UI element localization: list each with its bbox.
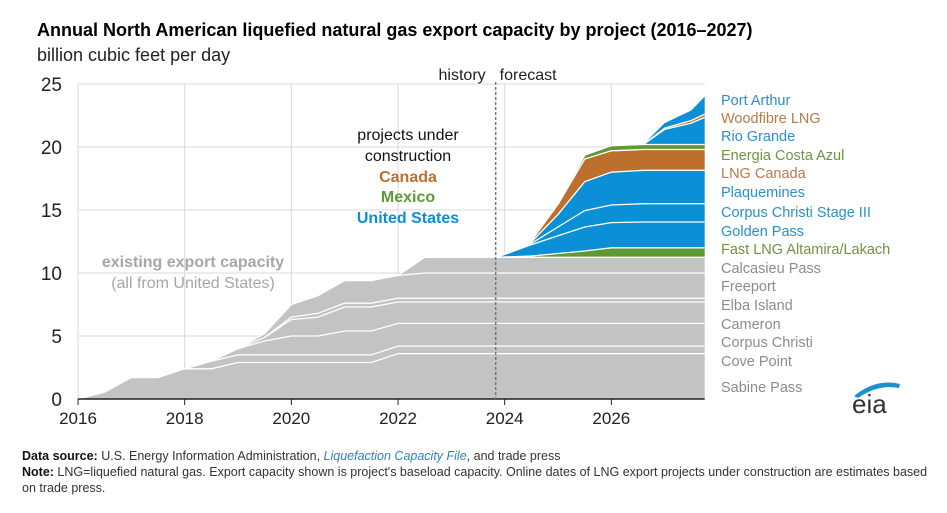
legend-label-golden-pass: Golden Pass xyxy=(721,224,804,240)
legend-label-port-arthur: Port Arthur xyxy=(721,93,790,109)
legend-label-plaquemines: Plaquemines xyxy=(721,185,805,201)
y-tick-label: 20 xyxy=(41,138,62,159)
series-separators xyxy=(77,113,705,400)
x-tick-label: 2024 xyxy=(486,409,524,428)
history-label: history xyxy=(439,67,486,84)
chart-notes: Data source: U.S. Energy Information Adm… xyxy=(22,448,937,496)
data-source-label: Data source: xyxy=(22,449,98,463)
axes: 2016 2018 2020 2022 2024 2026 0 5 10 15 20 25 xyxy=(41,75,705,428)
area-corpus-christi xyxy=(78,323,705,399)
legend-label-energia-costa-azul: Energia Costa Azul xyxy=(721,148,844,164)
existing-capacity-label: existing export capacity xyxy=(102,254,284,271)
data-source-text: U.S. Energy Information Administration, xyxy=(97,449,324,463)
legend-label-fast-lng-altamira-lakach: Fast LNG Altamira/Lakach xyxy=(721,242,890,258)
eia-logo-icon: eia xyxy=(852,382,900,416)
chart-subtitle: billion cubic feet per day xyxy=(37,45,231,65)
separator-woodfibre-lng xyxy=(642,113,705,146)
separator-freeport xyxy=(237,272,705,350)
separator-sabine-pass xyxy=(77,352,705,400)
separator-cove-point xyxy=(184,345,705,370)
legend-label-corpus-christi-stage-iii: Corpus Christi Stage III xyxy=(721,205,871,221)
area-freeport xyxy=(78,273,705,399)
area-golden-pass xyxy=(78,222,705,399)
x-tick-label: 2016 xyxy=(59,409,97,428)
separator-elba-island xyxy=(264,297,705,338)
legend-label-calcasieu-pass: Calcasieu Pass xyxy=(721,261,821,277)
y-tick-label: 5 xyxy=(51,327,62,348)
area-plaquemines xyxy=(78,170,705,399)
x-tick-label: 2026 xyxy=(592,409,630,428)
legend: Port Arthur Woodfibre LNG Rio Grande Energi… xyxy=(721,93,890,396)
separator-corpus-christi xyxy=(211,322,705,362)
construction-label-2: construction xyxy=(365,148,451,165)
separator-golden-pass xyxy=(496,221,705,258)
liquefaction-capacity-file-link[interactable]: Liquefaction Capacity File xyxy=(323,449,467,463)
data-source-tail: , and trade press xyxy=(466,449,561,463)
separator-fast-lng-altamira-lakach xyxy=(496,247,705,258)
legend-label-corpus-christi: Corpus Christi xyxy=(721,335,813,351)
chart-area: 2016 2018 2020 2022 2024 2026 0 5 10 15 20 25 histo… xyxy=(41,67,890,428)
x-tick-label: 2018 xyxy=(166,409,204,428)
legend-label-woodfibre-lng: Woodfibre LNG xyxy=(721,111,821,127)
construction-label-1: projects under xyxy=(357,127,459,144)
annotations: history forecast existing export capacity (… xyxy=(102,67,557,292)
area-cove-point xyxy=(78,346,705,399)
forecast-label: forecast xyxy=(500,67,557,84)
area-calcasieu-pass xyxy=(78,257,705,399)
legend-label-rio-grande: Rio Grande xyxy=(721,129,795,145)
note-label: Note: xyxy=(22,465,54,479)
legend-label-cove-point: Cove Point xyxy=(721,354,792,370)
mexico-label: Mexico xyxy=(381,189,435,206)
eia-logo-text: eia xyxy=(852,389,887,416)
data-source-line: Data source: U.S. Energy Information Adm… xyxy=(22,448,937,464)
y-tick-label: 0 xyxy=(51,390,62,411)
x-tick-label: 2020 xyxy=(272,409,310,428)
area-sabine-pass xyxy=(78,353,705,399)
united-states-label: United States xyxy=(357,210,459,227)
stacked-areas xyxy=(78,96,705,400)
separator-plaquemines xyxy=(496,169,705,258)
existing-capacity-sublabel: (all from United States) xyxy=(111,275,275,292)
chart-title: Annual North American liquefied natural … xyxy=(37,20,753,40)
legend-label-sabine-pass: Sabine Pass xyxy=(721,380,802,396)
separator-cameron xyxy=(237,301,705,350)
legend-label-cameron: Cameron xyxy=(721,317,781,333)
y-tick-label: 10 xyxy=(41,264,62,285)
separator-corpus-christi-stage-iii xyxy=(496,203,705,258)
area-cameron xyxy=(78,302,705,399)
y-tick-label: 25 xyxy=(41,75,62,96)
note-line: Note: LNG=liquefied natural gas. Export … xyxy=(22,464,937,496)
legend-label-lng-canada: LNG Canada xyxy=(721,166,807,182)
legend-label-freeport: Freeport xyxy=(721,279,776,295)
x-tick-label: 2022 xyxy=(379,409,417,428)
legend-label-elba-island: Elba Island xyxy=(721,298,793,314)
separator-lng-canada xyxy=(496,148,705,258)
y-tick-label: 15 xyxy=(41,201,62,222)
separator-calcasieu-pass xyxy=(397,256,705,277)
note-text: LNG=liquefied natural gas. Export capaci… xyxy=(22,465,928,495)
canada-label: Canada xyxy=(379,169,437,186)
